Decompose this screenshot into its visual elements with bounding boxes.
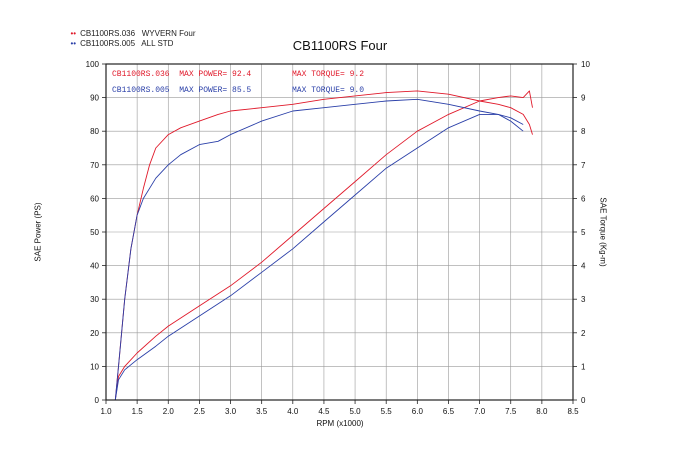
series-line-torque-red bbox=[114, 90, 533, 401]
y-left-tick-label: 70 bbox=[90, 161, 99, 170]
series-lines bbox=[114, 90, 533, 401]
annotation-blue-max-power: CB1100RS.005 MAX POWER= 85.5 bbox=[112, 86, 252, 95]
y-left-tick-label: 90 bbox=[90, 94, 99, 103]
y-axis-right-label: SAE Torque (Kg-m) bbox=[598, 197, 608, 267]
x-tick-label: 7.0 bbox=[474, 407, 486, 416]
grid bbox=[102, 63, 577, 404]
legend-text-std: CB1100RS.005 ALL STD bbox=[80, 39, 174, 48]
chart-title: CB1100RS Four bbox=[292, 38, 388, 53]
y-right-tick-label: 9 bbox=[581, 94, 586, 103]
legend-text-wyvern: CB1100RS.036 WYVERN Four bbox=[80, 29, 196, 38]
annotation-red-max-torque: MAX TORQUE= 9.2 bbox=[292, 70, 365, 79]
y-right-tick-label: 3 bbox=[581, 295, 586, 304]
y-left-tick-label: 20 bbox=[90, 329, 99, 338]
y-left-tick-label: 0 bbox=[95, 396, 100, 405]
x-tick-label: 2.0 bbox=[163, 407, 175, 416]
annotation-red-max-power: CB1100RS.036 MAX POWER= 92.4 bbox=[112, 70, 252, 79]
x-tick-label: 1.5 bbox=[132, 407, 144, 416]
x-tick-label: 4.0 bbox=[287, 407, 299, 416]
y-right-tick-label: 5 bbox=[581, 228, 586, 237]
x-tick-label: 3.0 bbox=[225, 407, 237, 416]
series-line-power-blue bbox=[114, 98, 524, 401]
tick-labels: 1.0 1.5 2.0 2.5 3.0 3.5 4.0 4.5 5.0 5.5 6.0 6.5 7.0 7… bbox=[86, 60, 591, 416]
y-right-tick-label: 2 bbox=[581, 329, 586, 338]
x-tick-label: 3.5 bbox=[256, 407, 268, 416]
y-right-tick-label: 0 bbox=[581, 396, 586, 405]
legend-marker-blue-icon: •• bbox=[70, 39, 77, 48]
annotation-blue-max-torque: MAX TORQUE= 9.0 bbox=[292, 86, 365, 95]
y-right-tick-label: 8 bbox=[581, 127, 586, 136]
x-tick-label: 4.5 bbox=[318, 407, 330, 416]
plot-frame bbox=[105, 63, 574, 401]
y-right-tick-label: 6 bbox=[581, 194, 586, 203]
legend-entry-std: •• CB1100RS.005 ALL STD bbox=[66, 30, 173, 48]
series-line-torque-blue bbox=[114, 113, 524, 401]
legend-entry-wyvern: •• CB1100RS.036 WYVERN Four bbox=[66, 20, 196, 38]
x-tick-label: 1.0 bbox=[100, 407, 112, 416]
x-tick-label: 6.0 bbox=[412, 407, 424, 416]
y-right-tick-label: 4 bbox=[581, 262, 586, 271]
y-left-tick-label: 40 bbox=[90, 262, 99, 271]
y-right-tick-label: 7 bbox=[581, 161, 586, 170]
legend-marker-red-icon: •• bbox=[70, 29, 77, 38]
x-tick-label: 5.5 bbox=[381, 407, 393, 416]
y-right-tick-label: 1 bbox=[581, 362, 586, 371]
y-left-tick-label: 60 bbox=[90, 194, 99, 203]
y-right-tick-label: 10 bbox=[581, 60, 590, 69]
y-left-tick-label: 10 bbox=[90, 362, 99, 371]
x-tick-label: 2.5 bbox=[194, 407, 206, 416]
x-tick-label: 7.5 bbox=[505, 407, 517, 416]
y-axis-left-label: SAE Power (PS) bbox=[33, 202, 43, 262]
y-left-tick-label: 80 bbox=[90, 127, 99, 136]
x-tick-label: 5.0 bbox=[350, 407, 362, 416]
x-tick-label: 8.0 bbox=[536, 407, 548, 416]
x-tick-label: 6.5 bbox=[443, 407, 455, 416]
y-left-tick-label: 100 bbox=[86, 60, 100, 69]
x-axis-label: RPM (x1000) bbox=[316, 419, 364, 428]
y-left-tick-label: 50 bbox=[90, 228, 99, 237]
y-left-tick-label: 30 bbox=[90, 295, 99, 304]
x-tick-label: 8.5 bbox=[567, 407, 579, 416]
